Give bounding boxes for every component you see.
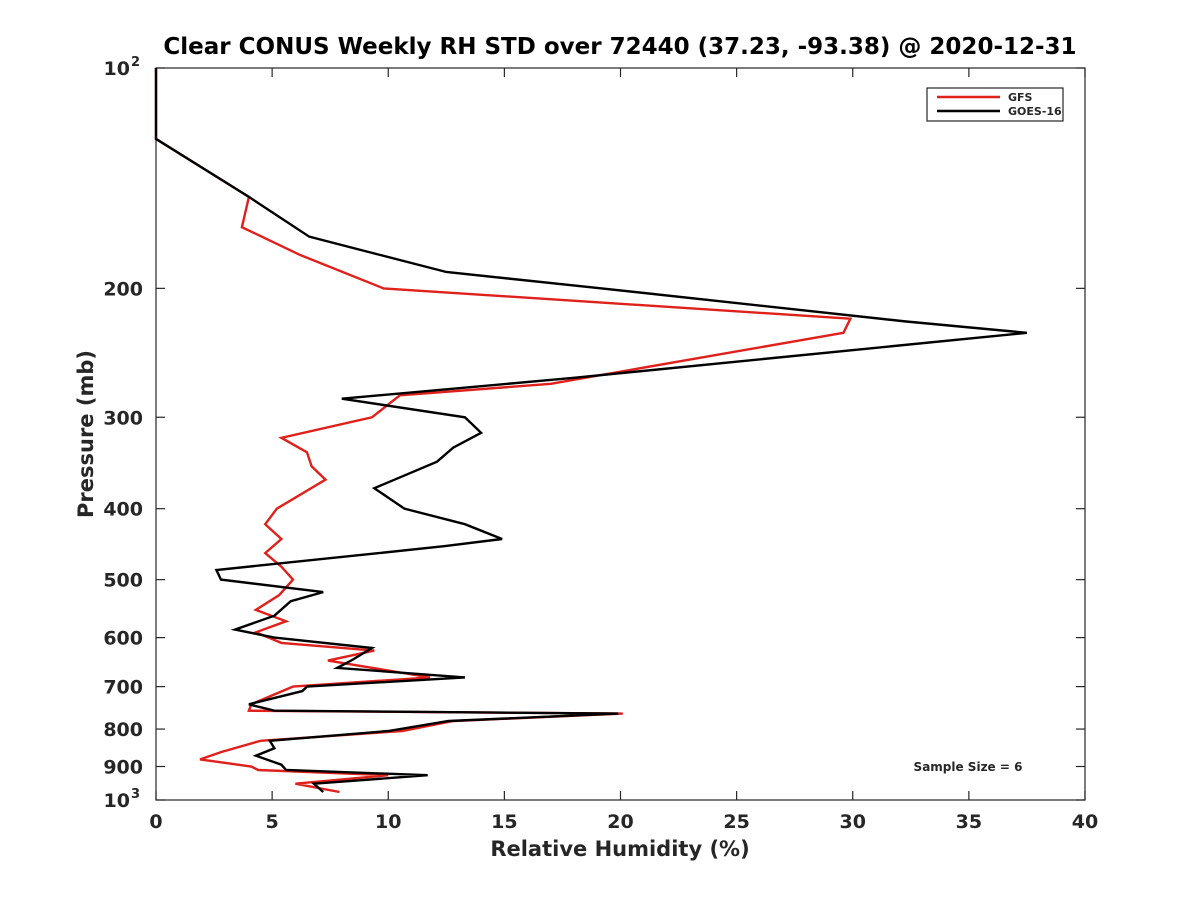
legend-box [926,87,1064,122]
y-tick-label: 500 [103,570,143,592]
y-tick-label: 700 [103,677,143,699]
series-line-goes-16 [154,68,1028,793]
y-tick-label-exponent: 2 [131,55,140,70]
y-tick-label: 200 [103,278,143,300]
y-tick-label: 600 [103,628,143,650]
x-tick-label: 35 [956,811,982,833]
x-tick-label: 0 [149,811,162,833]
y-axis-label: Pressure (mb) [74,350,98,518]
y-tick-label: 10 [104,58,130,80]
x-tick-label: 15 [491,811,517,833]
y-tick-label: 10 [104,790,130,812]
sample-size-annotation: Sample Size = 6 [914,760,1023,774]
x-tick-label: 30 [840,811,866,833]
x-tick-label: 20 [607,811,633,833]
x-axis-label: Relative Humidity (%) [490,837,749,861]
legend-label: GOES-16 [1008,105,1062,118]
y-tick-label: 400 [103,499,143,521]
series-line-gfs [154,68,853,794]
x-tick-label: 25 [723,811,749,833]
y-tick-label: 800 [103,719,143,741]
series-layer [154,68,1028,794]
x-tick-label: 10 [375,811,401,833]
x-tick-label: 40 [1072,811,1098,833]
x-tick-label: 5 [266,811,279,833]
legend-label: GFS [1008,91,1033,104]
y-tick-label: 900 [103,757,143,779]
y-tick-label-exponent: 3 [131,787,140,802]
x-axis: 0 5 10 15 20 25 30 35 40 [149,68,1098,833]
chart-title: Clear CONUS Weekly RH STD over 72440 (37… [163,34,1076,60]
y-tick-label: 300 [103,407,143,429]
